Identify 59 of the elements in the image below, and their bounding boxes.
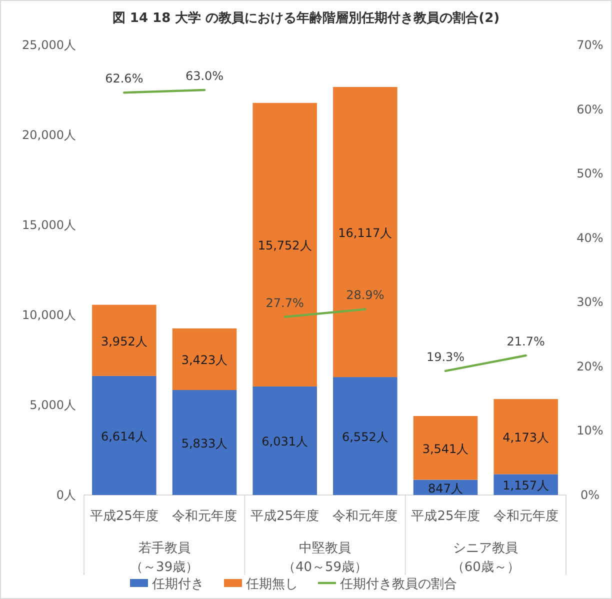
data-label: 847人 [428, 481, 463, 496]
chart-title: 図 14 18 大学 の教員における年齢階層別任期付き教員の割合(2) [112, 10, 500, 26]
text: （40～59歳） [282, 560, 368, 575]
text: 中堅教員 [299, 541, 351, 556]
y2-tick-label: 20% [576, 359, 604, 374]
y2-tick-label: 70% [576, 38, 604, 52]
data-label: 3,423人 [181, 353, 228, 368]
data-label: 27.7% [266, 296, 304, 310]
data-label: 1,157人 [502, 478, 550, 493]
x-tick-label: 令和元年度 [332, 508, 398, 524]
bar [172, 390, 237, 495]
legend-label: 任期無し [245, 577, 298, 592]
y-tick-label: 0人 [56, 488, 76, 502]
data-label: 63.0% [185, 69, 224, 83]
bar [252, 102, 317, 386]
y-tick-label: 10,000人 [22, 308, 76, 322]
bar [413, 416, 478, 480]
y-tick-label: 20,000人 [22, 128, 76, 142]
bar [494, 399, 558, 474]
data-label: 6,552人 [342, 430, 388, 444]
y-tick-label: 25,000人 [22, 38, 76, 52]
data-label: 3,541人 [422, 442, 469, 456]
y2-tick-label: 30% [576, 295, 604, 310]
data-label: 5,833人 [181, 436, 228, 451]
x-tick-label: 令和元年度 [493, 508, 558, 524]
legend-label: 任期付き教員の割合 [339, 577, 457, 592]
bar [333, 377, 398, 495]
text: （60歳～） [451, 560, 520, 575]
legend-label: 任期付き [151, 577, 204, 592]
bar [494, 474, 558, 495]
y-tick-label: 5,000人 [30, 398, 76, 412]
data-label: 6,031人 [262, 434, 308, 449]
text: （～39歳） [130, 560, 199, 575]
data-label: 21.7% [506, 334, 545, 348]
bar [92, 376, 156, 495]
bar [252, 386, 317, 495]
x-tick-label: 平成25年度 [250, 508, 320, 524]
y-tick-label: 15,000人 [22, 218, 76, 232]
text: シニア教員 [453, 541, 518, 556]
x-tick-label: 平成25年度 [411, 508, 480, 524]
bar [333, 86, 398, 378]
data-label: 4,173人 [502, 430, 550, 445]
data-label: 6,614人 [100, 429, 148, 444]
y2-tick-label: 50% [576, 166, 604, 181]
x-tick-label: 平成25年度 [90, 508, 158, 524]
bar [172, 328, 237, 390]
y2-tick-label: 10% [576, 424, 604, 438]
data-label: 19.3% [426, 350, 465, 364]
data-label: 15,752人 [258, 238, 312, 253]
data-label: 28.9% [346, 288, 384, 302]
y2-tick-label: 0% [580, 488, 600, 502]
x-tick-label: 令和元年度 [172, 508, 237, 524]
data-label: 3,952人 [100, 334, 148, 348]
text: 若手教員 [138, 541, 190, 556]
bar [92, 304, 156, 376]
data-label: 16,117人 [338, 226, 392, 240]
y2-tick-label: 40% [576, 230, 604, 245]
data-label: 62.6% [105, 72, 144, 86]
y2-tick-label: 60% [576, 102, 604, 116]
